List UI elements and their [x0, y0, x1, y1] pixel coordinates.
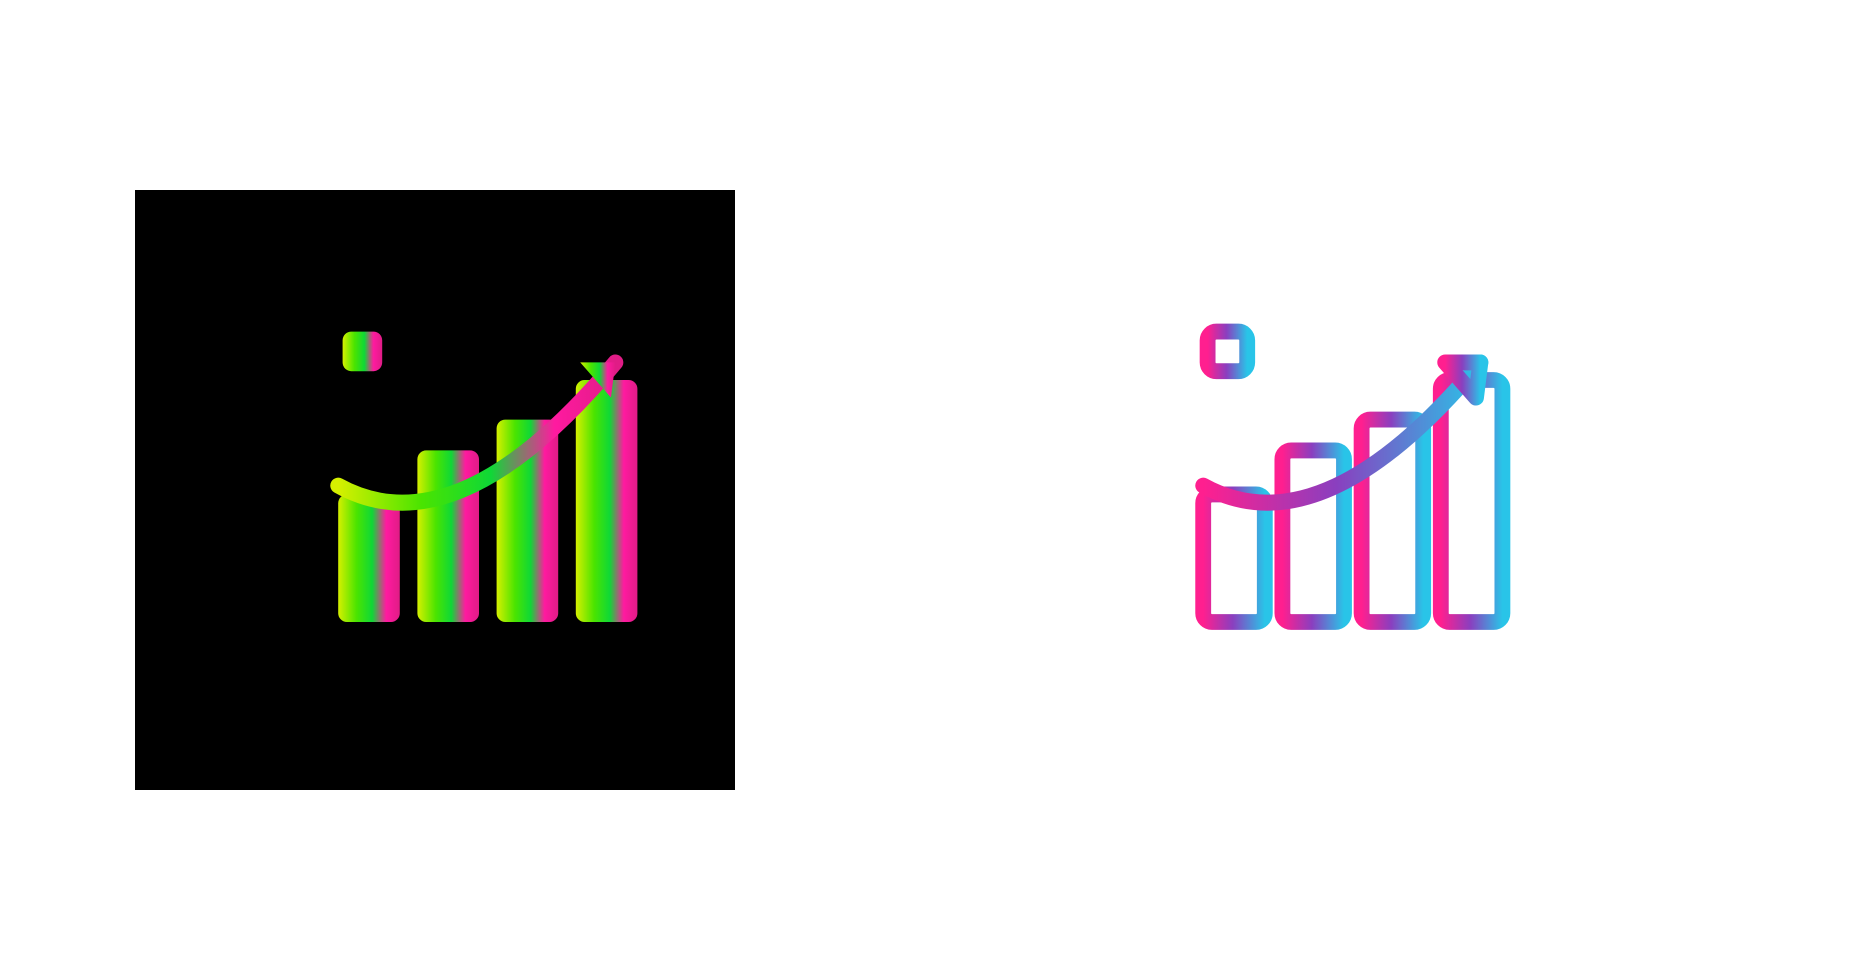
stage	[0, 0, 1854, 980]
panel-filled-variant	[135, 190, 735, 790]
growth-chart-outline-icon	[1080, 270, 1520, 710]
panel-outline-variant	[1000, 190, 1600, 790]
growth-chart-filled-icon	[215, 270, 655, 710]
